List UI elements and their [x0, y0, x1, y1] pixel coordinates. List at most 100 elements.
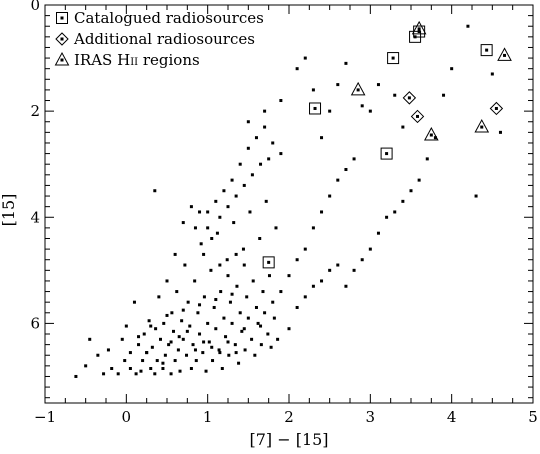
data-point — [320, 210, 324, 214]
data-point — [226, 340, 230, 344]
diamond-marker — [402, 91, 417, 105]
data-point — [360, 258, 364, 262]
data-point — [139, 369, 143, 373]
data-point — [185, 353, 189, 357]
data-point — [320, 136, 324, 140]
data-point — [145, 351, 149, 355]
data-point — [336, 83, 340, 87]
data-point — [393, 210, 397, 214]
data-point — [161, 367, 165, 371]
data-point — [226, 274, 230, 278]
data-point — [84, 364, 88, 368]
y-tick-label: 4 — [30, 208, 40, 226]
data-point — [233, 343, 237, 347]
data-point — [154, 327, 158, 331]
x-tick-label: 2 — [284, 408, 294, 426]
x-tick-label: 3 — [366, 408, 376, 426]
legend-label: Additional radiosources — [73, 30, 255, 48]
diamond-marker — [410, 109, 425, 124]
data-point — [173, 359, 177, 363]
data-point — [336, 178, 340, 182]
data-point — [242, 263, 246, 267]
data-point — [271, 141, 275, 145]
data-point — [303, 56, 307, 60]
data-point — [266, 332, 270, 336]
legend: Catalogued radiosources Additional radios… — [54, 9, 264, 69]
data-point — [141, 359, 145, 363]
data-point — [279, 152, 283, 156]
data-point — [246, 120, 250, 124]
data-point — [207, 340, 211, 344]
data-point — [211, 359, 215, 363]
data-point — [450, 67, 454, 71]
data-point — [175, 290, 179, 294]
data-point — [134, 372, 138, 376]
y-tick-label: 0 — [30, 0, 40, 14]
data-point — [137, 335, 141, 339]
data-point — [235, 284, 239, 288]
data-point — [220, 367, 224, 371]
data-point — [177, 335, 181, 339]
data-point — [240, 329, 244, 333]
data-point — [344, 168, 348, 172]
data-point — [279, 290, 283, 294]
triangle-marker — [497, 47, 512, 61]
data-point — [193, 348, 197, 352]
data-point — [259, 343, 263, 347]
data-point — [162, 321, 166, 325]
data-point — [110, 367, 114, 371]
data-point — [153, 189, 157, 193]
data-point — [234, 194, 238, 198]
legend-triangle-icon — [54, 51, 70, 66]
data-point — [215, 231, 219, 235]
data-point — [214, 298, 218, 302]
data-point — [490, 72, 494, 76]
data-point — [149, 324, 153, 328]
data-point — [246, 316, 250, 320]
x-tick-label: 1 — [203, 408, 213, 426]
data-point — [124, 324, 128, 328]
legend-diamond-icon — [55, 32, 69, 46]
data-point — [181, 308, 185, 312]
data-point — [237, 361, 241, 365]
data-point — [172, 329, 176, 333]
data-point — [199, 242, 203, 246]
data-point — [256, 321, 260, 325]
data-point — [271, 300, 275, 304]
data-point — [228, 300, 232, 304]
data-point — [214, 327, 218, 331]
data-point — [165, 313, 169, 317]
data-point — [202, 252, 206, 256]
data-point — [250, 173, 254, 177]
data-point — [209, 268, 213, 272]
data-point — [189, 205, 193, 209]
data-point — [181, 337, 185, 341]
data-points — [74, 20, 512, 378]
data-point — [376, 231, 380, 235]
data-point — [344, 284, 348, 288]
data-point — [218, 263, 222, 267]
data-point — [183, 263, 187, 267]
data-point — [242, 183, 246, 187]
data-point — [303, 295, 307, 299]
data-point — [222, 316, 226, 320]
data-point — [106, 348, 110, 352]
data-point — [198, 332, 202, 336]
data-point — [186, 300, 190, 304]
data-point — [214, 199, 218, 203]
data-point — [498, 130, 502, 134]
data-point — [393, 93, 397, 97]
data-point — [173, 252, 177, 256]
data-point — [150, 345, 154, 349]
data-point — [74, 374, 78, 378]
data-point — [264, 199, 268, 203]
data-point — [263, 125, 267, 129]
data-point — [227, 353, 231, 357]
data-point — [234, 351, 238, 355]
data-point — [123, 359, 127, 363]
data-point — [142, 332, 146, 336]
data-point — [368, 247, 372, 251]
data-point — [232, 221, 236, 225]
x-axis-label: [7] − [15] — [249, 430, 328, 449]
data-point — [269, 345, 273, 349]
